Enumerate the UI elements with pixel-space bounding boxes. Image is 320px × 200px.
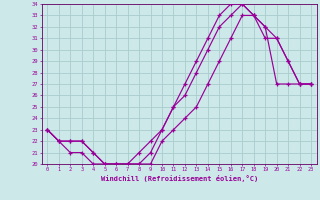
X-axis label: Windchill (Refroidissement éolien,°C): Windchill (Refroidissement éolien,°C) (100, 175, 258, 182)
